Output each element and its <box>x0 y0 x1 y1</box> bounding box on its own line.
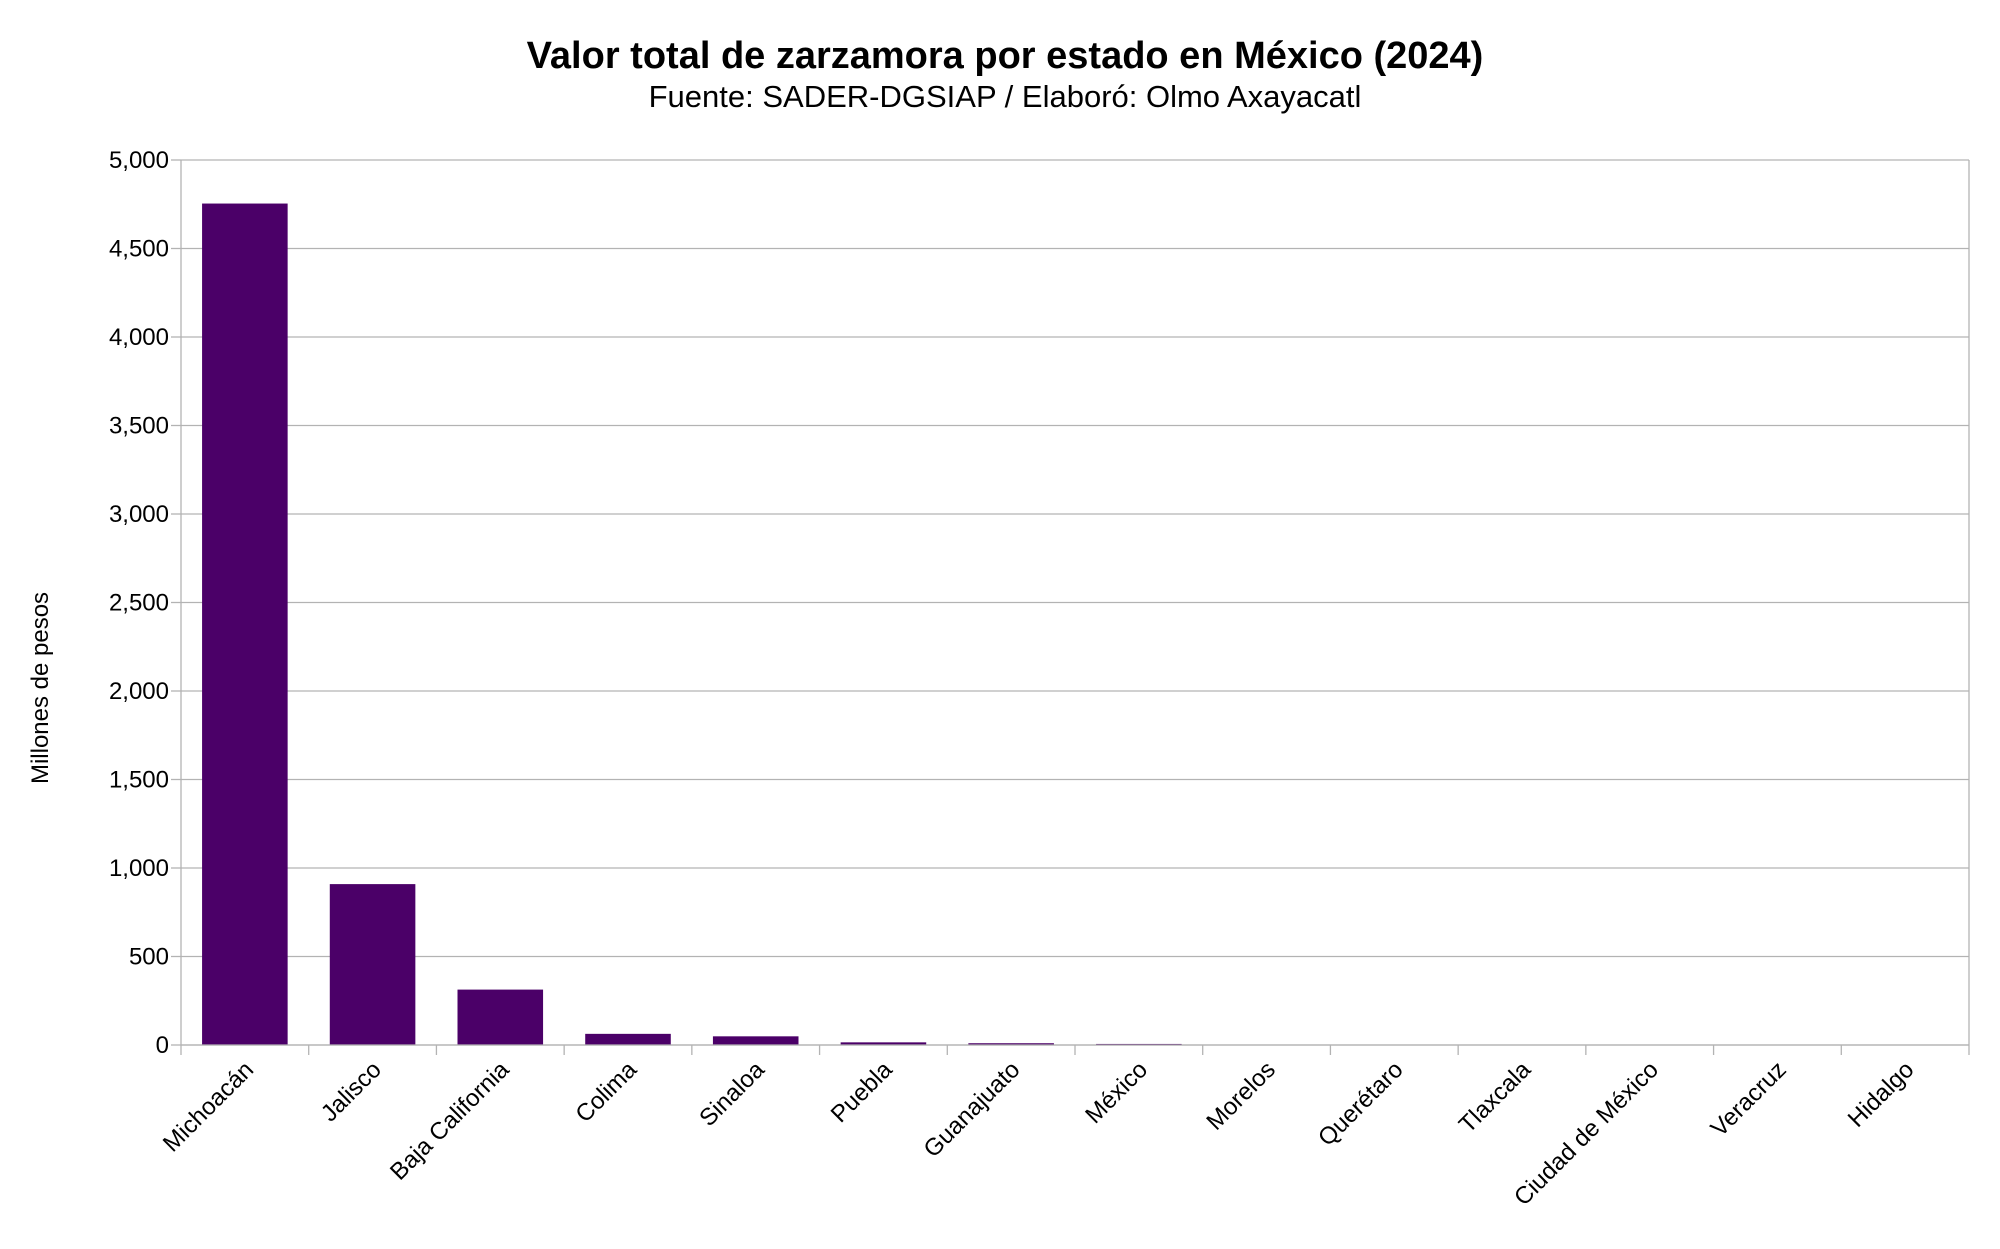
bar <box>585 1033 671 1045</box>
bar <box>840 1042 927 1045</box>
chart-subtitle: Fuente: SADER-DGSIAP / Elaboró: Olmo Axa… <box>649 79 1362 114</box>
bar <box>968 1043 1054 1045</box>
bar <box>712 1036 799 1045</box>
y-tick-label: 5,000 <box>109 147 169 174</box>
y-tick-label: 1,500 <box>109 767 169 794</box>
bars <box>202 203 1948 1046</box>
gridlines <box>181 159 1969 1046</box>
x-tick-label: Jalisco <box>316 1056 387 1127</box>
bar <box>202 203 288 1046</box>
x-tick-label: Tlaxcala <box>1454 1056 1537 1139</box>
x-tick-label: Guanajuato <box>919 1056 1026 1163</box>
y-tick-label: 4,500 <box>109 236 169 263</box>
x-tick-label: Puebla <box>826 1056 898 1128</box>
x-tick-label: Sinaloa <box>694 1056 770 1132</box>
x-tick-label: Hidalgo <box>1843 1056 1920 1133</box>
x-tick-label: Veracruz <box>1706 1056 1792 1142</box>
y-tick-label: 1,000 <box>109 855 169 882</box>
y-tick-label: 3,000 <box>109 501 169 528</box>
y-tick-labels: 0 500 1,000 1,500 2,000 2,500 3,000 3,500 4,000 4… <box>109 147 169 1059</box>
y-axis-label: Millones de pesos <box>27 592 54 784</box>
y-tick-label: 2,500 <box>109 590 169 617</box>
y-tick-label: 4,000 <box>109 324 169 351</box>
x-tick-label: Baja California <box>385 1056 515 1186</box>
y-tick-label: 500 <box>129 944 169 971</box>
x-tick-label: Ciudad de México <box>1509 1056 1664 1211</box>
y-tick-label: 0 <box>156 1032 169 1059</box>
y-tick-label: 2,000 <box>109 678 169 705</box>
axes <box>171 159 1970 1055</box>
x-tick-label: Querétaro <box>1313 1056 1409 1152</box>
bar <box>329 884 416 1045</box>
y-tick-label: 3,500 <box>109 413 169 440</box>
x-tick-label: México <box>1080 1056 1153 1129</box>
x-tick-label: Colima <box>570 1056 642 1128</box>
chart-title: Valor total de zarzamora por estado en M… <box>527 35 1484 77</box>
bar <box>457 989 544 1045</box>
x-tick-label: Michoacán <box>158 1056 259 1157</box>
x-tick-label: Morelos <box>1201 1056 1280 1135</box>
